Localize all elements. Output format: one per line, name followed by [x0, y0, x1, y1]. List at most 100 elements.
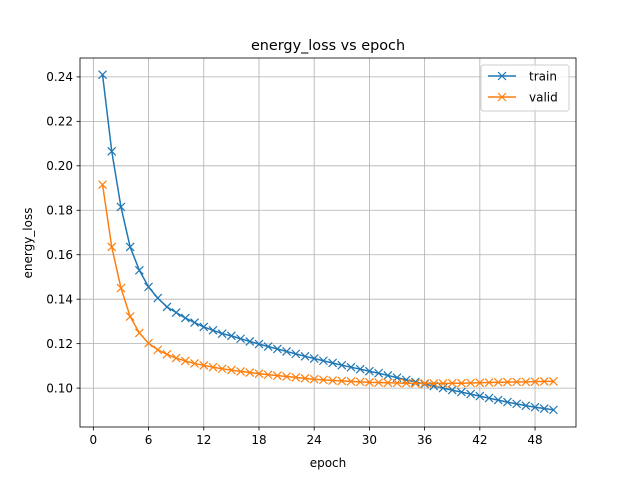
data-point-train — [493, 395, 503, 405]
data-point-valid — [116, 283, 126, 293]
data-point-train — [116, 202, 126, 212]
data-point-valid — [107, 242, 117, 252]
data-point-train — [171, 308, 181, 317]
data-point-valid — [134, 328, 144, 338]
data-point-valid — [180, 356, 190, 366]
data-point-train — [503, 397, 512, 407]
data-point-valid — [530, 377, 540, 387]
y-tick-label: 0.16 — [46, 248, 73, 262]
data-point-valid — [493, 377, 503, 387]
data-point-train — [199, 322, 209, 332]
data-point-valid — [300, 373, 310, 383]
data-point-valid — [171, 353, 181, 363]
data-point-valid — [410, 379, 420, 388]
data-point-train — [190, 318, 199, 327]
x-tick-label: 18 — [251, 433, 266, 447]
data-point-train — [125, 242, 135, 252]
data-point-valid — [162, 349, 172, 359]
data-point-valid — [144, 338, 153, 348]
data-point-valid — [512, 377, 522, 387]
data-point-valid — [438, 379, 448, 388]
x-tick-label: 24 — [307, 433, 322, 447]
y-axis-ticks: 0.10 0.12 0.14 0.16 0.18 0.20 0.22 0.24 — [46, 70, 80, 395]
data-point-valid — [466, 378, 476, 388]
data-point-valid — [309, 374, 319, 384]
grid — [80, 58, 576, 427]
x-axis-title: epoch — [310, 456, 347, 470]
data-point-valid — [263, 370, 273, 380]
legend-item-train: train — [488, 69, 557, 83]
data-point-valid — [549, 377, 558, 386]
data-point-valid — [291, 373, 301, 382]
data-point-train — [217, 329, 227, 339]
data-point-train — [410, 377, 420, 387]
data-point-train — [272, 344, 282, 354]
x-tick-label: 0 — [90, 433, 98, 447]
data-point-valid — [190, 359, 199, 368]
legend-label: valid — [529, 90, 558, 104]
data-point-train — [254, 339, 264, 349]
data-point-train — [226, 331, 236, 341]
data-point-valid — [272, 371, 282, 381]
data-point-valid — [374, 378, 384, 387]
data-point-valid — [98, 180, 107, 190]
data-point-train — [153, 293, 163, 303]
y-tick-label: 0.10 — [46, 381, 73, 395]
data-point-train — [282, 346, 292, 356]
series-layer — [98, 70, 558, 415]
data-point-train — [291, 349, 301, 359]
data-point-train — [328, 358, 338, 368]
data-point-train — [383, 371, 393, 380]
data-point-valid — [429, 379, 439, 388]
data-point-valid — [217, 364, 227, 374]
data-point-valid — [521, 377, 531, 387]
data-point-valid — [346, 377, 356, 386]
data-point-train — [208, 325, 218, 335]
data-point-valid — [125, 312, 135, 321]
data-point-train — [318, 356, 328, 366]
data-point-valid — [447, 378, 457, 388]
legend-item-valid: valid — [488, 90, 558, 104]
y-tick-label: 0.18 — [46, 204, 73, 218]
data-point-valid — [226, 365, 236, 375]
data-point-train — [300, 351, 310, 361]
data-point-train — [107, 146, 117, 156]
chart-title: energy_loss vs epoch — [251, 38, 405, 54]
x-tick-label: 30 — [362, 433, 377, 447]
data-point-train — [364, 366, 374, 376]
data-point-train — [512, 399, 522, 409]
data-point-train — [355, 364, 365, 374]
data-point-train — [236, 334, 246, 344]
plot-frame — [79, 57, 577, 428]
x-tick-label: 48 — [527, 433, 542, 447]
data-point-train — [457, 387, 466, 397]
legend-marker — [497, 92, 507, 102]
y-tick-label: 0.14 — [46, 292, 73, 306]
x-axis-ticks: 0 6 12 18 24 30 36 42 48 — [90, 427, 543, 447]
legend-label: train — [529, 69, 557, 83]
data-point-train — [309, 354, 319, 363]
data-point-valid — [401, 378, 411, 388]
series-train — [98, 70, 558, 415]
data-point-valid — [484, 378, 494, 387]
data-point-train — [374, 368, 384, 378]
x-tick-label: 36 — [417, 433, 432, 447]
data-point-valid — [282, 372, 292, 381]
series-line-valid — [101, 184, 554, 385]
data-point-train — [144, 282, 153, 292]
data-point-valid — [457, 378, 466, 388]
data-point-valid — [153, 345, 163, 355]
data-point-valid — [254, 369, 264, 379]
data-point-train — [521, 401, 531, 411]
y-tick-label: 0.24 — [46, 70, 73, 84]
x-tick-label: 42 — [472, 433, 487, 447]
y-tick-label: 0.22 — [46, 115, 73, 129]
data-point-train — [263, 342, 273, 351]
data-point-train — [180, 313, 190, 323]
data-point-train — [447, 385, 457, 395]
data-point-valid — [236, 367, 246, 376]
data-point-train — [539, 404, 549, 413]
data-point-train — [245, 336, 255, 346]
data-point-valid — [420, 379, 430, 388]
